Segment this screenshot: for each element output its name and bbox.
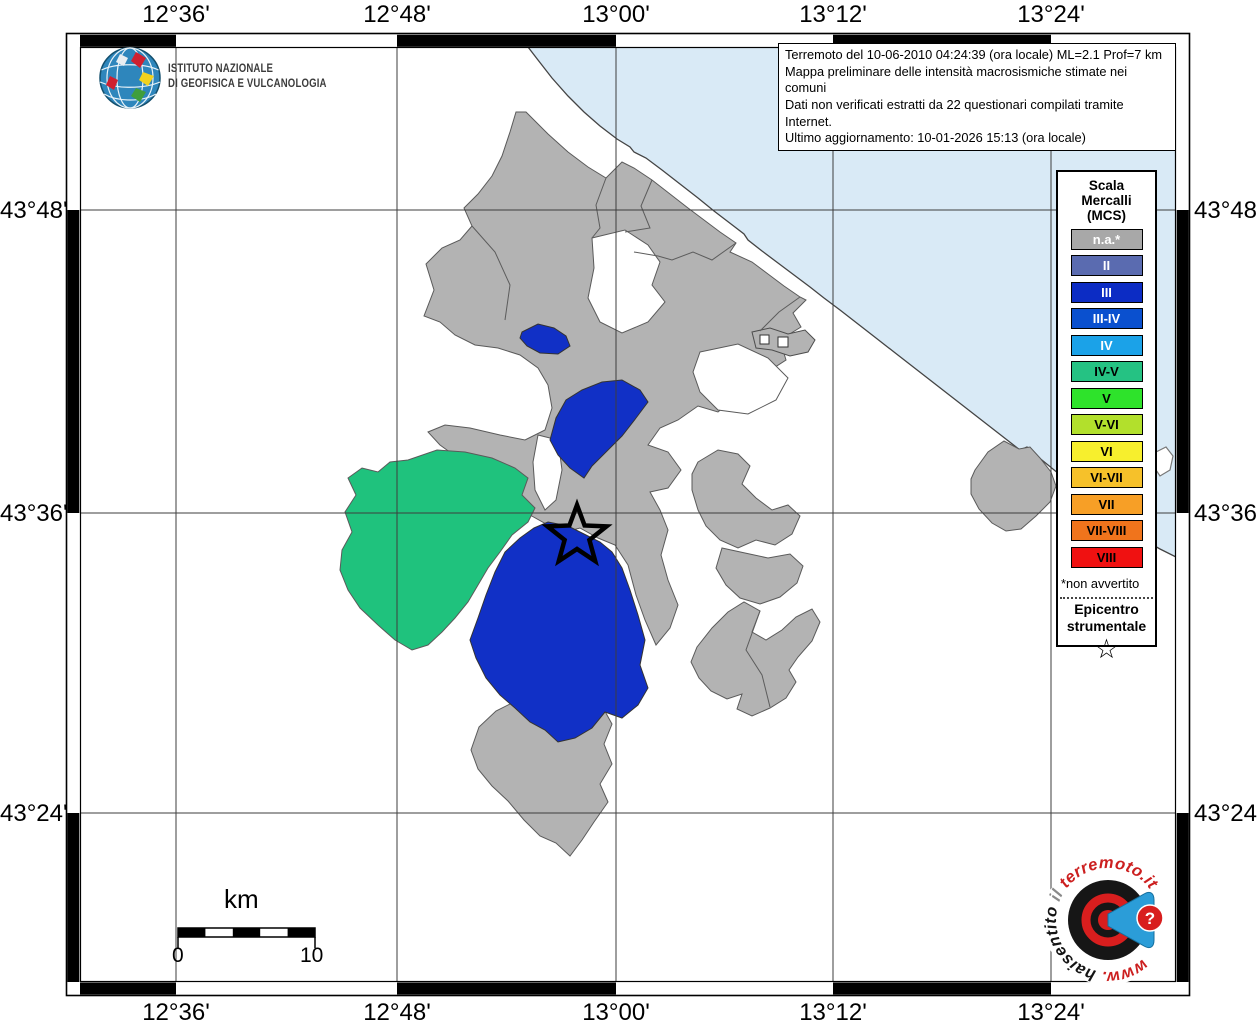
earthquake-info-box: Terremoto del 10-06-2010 04:24:39 (ora l… [778,43,1176,151]
legend-epicenter-title: strumentale [1066,617,1147,634]
municipality-gap [692,343,789,415]
question-badge [1136,904,1164,932]
gridlines [81,48,1175,981]
legend-divider [1060,596,1153,599]
legend-swatch-ii: II [1070,255,1143,277]
info-line-event: Terremoto del 10-06-2010 04:24:39 (ora l… [785,47,1163,62]
axis-label-lon: 13°00' [582,999,650,1024]
map-canvas [81,48,1175,981]
legend-swatch-vi: VI [1070,440,1143,462]
municipality-polygon-gray [715,547,804,605]
scale-bar [177,927,316,948]
axis-label-lon: 12°48' [363,999,431,1024]
scale-bar-start: 0 [172,944,184,967]
axis-label-lon: 13°24' [1017,1,1085,28]
legend-title: Mercalli [1081,193,1132,209]
axis-label-lon: 13°00' [582,1,650,28]
municipality-polygon-blue-small [519,323,571,355]
axis-label-lon: 12°36' [142,999,210,1024]
legend-title: (MCS) [1087,208,1126,224]
haisentitoilterremoto-logo: www. haisentito il terremoto.it ? [1042,854,1173,986]
ingv-globe-logo [99,47,161,109]
legend-swatch-iii: III [1070,281,1143,303]
axis-label-lon: 12°36' [142,1,210,28]
legend-footnote: *non avvertito [1061,575,1140,591]
axis-label-lat: 43°36' [1194,500,1257,527]
municipality-fragments [751,327,816,357]
ingv-logo-text: ISTITUTO NAZIONALE DI GEOFISICA E VULCAN… [168,61,327,90]
epicenter-star-legend-icon: ☆ [1094,634,1119,665]
axis-label-lon: 12°48' [363,1,431,28]
municipality-borders [471,177,801,332]
municipality-polygon-gray-butterfly [690,601,821,717]
legend-swatch-viii: VIII [1070,546,1143,568]
legend-swatch-iii-iv: III-IV [1070,308,1143,330]
scale-bar-unit: km [224,884,259,914]
info-line-updated: Ultimo aggiornamento: 10-01-2026 15:13 (… [785,130,1086,146]
axis-label-lon: 13°12' [799,1,867,28]
scale-bar-end: 10 [300,944,324,967]
municipality-polygon-blue-medium [549,379,649,479]
info-line-map: Mappa preliminare delle intensità macros… [785,63,1128,96]
megaphone-icon [1107,891,1155,949]
legend-swatch-v: V [1070,387,1143,409]
axis-label-lat: 43°48' [0,197,68,224]
axis-label-lon: 13°12' [799,999,867,1024]
municipality-polygon-blue-large [469,521,649,743]
question-mark: ? [1145,909,1155,928]
axis-label-lat: 43°48' [1194,197,1257,224]
municipality-polygon-gray-main [423,111,807,646]
axis-label-lat: 43°36' [0,500,68,527]
axis-label-lat: 43°24' [0,800,68,827]
legend-swatch-vii-viii: VII-VIII [1070,520,1143,542]
legend-epicenter-title: Epicentro [1074,600,1139,617]
legend-swatch-vi-vii: VI-VII [1070,467,1143,489]
legend-swatch-iv: IV [1070,334,1143,356]
legend-swatch-vii: VII [1070,493,1143,515]
municipality-polygon-gray-coastal [970,440,1057,532]
intensity-legend: Scala Mercalli (MCS) n.a.* II III III-IV… [1056,170,1157,663]
legend-swatch-iv-v: IV-V [1070,361,1143,383]
epicenter-star-icon [541,498,613,567]
legend-swatch-v-vi: V-VI [1070,414,1143,436]
legend-title: Scala [1088,178,1125,193]
municipality-gap [587,229,666,334]
info-line-data: Dati non verificati estratti da 22 quest… [785,96,1124,129]
municipality-polygon-green [339,449,536,651]
ingv-name-line2: DI GEOFISICA E VULCANOLOGIA [168,75,327,90]
axis-label-lat: 43°24' [1194,800,1257,827]
axis-label-lon: 13°24' [1017,999,1085,1024]
ingv-name-line1: ISTITUTO NAZIONALE [168,61,274,75]
municipality-polygon-gray [691,449,801,549]
sea-area [528,48,1175,557]
legend-swatch-na: n.a.* [1070,228,1143,250]
